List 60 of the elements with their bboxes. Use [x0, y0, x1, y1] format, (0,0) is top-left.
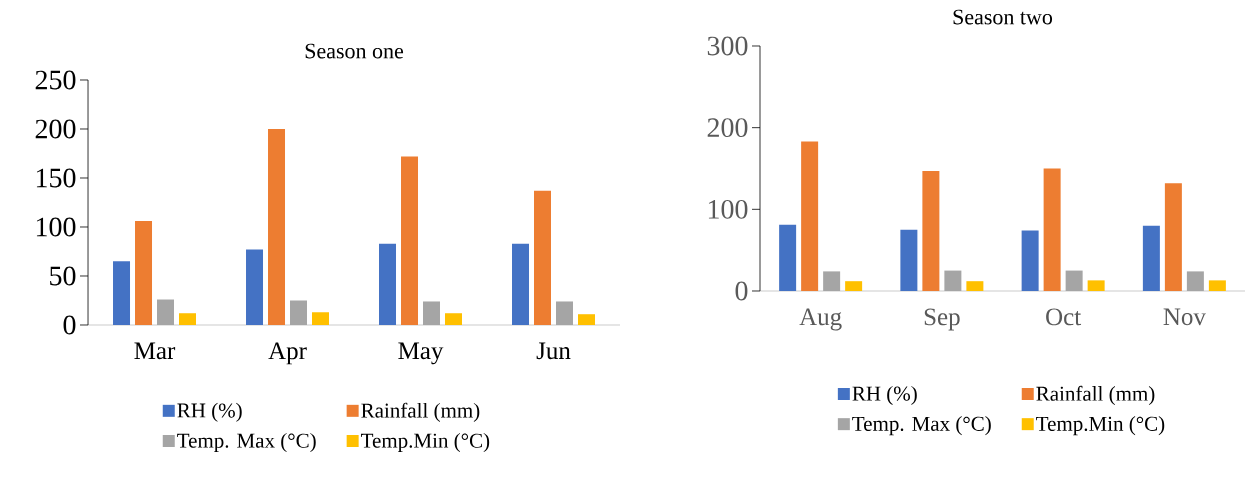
legend-label: Temp.Min (°C): [1036, 416, 1165, 436]
legend-label: Temp. Max (°C): [852, 416, 991, 436]
y-tick-label: 0: [63, 315, 76, 335]
chart-title: Season two: [953, 9, 1053, 25]
bar: [900, 229, 918, 291]
bar: [268, 128, 286, 325]
y-tick-label: 150: [36, 168, 76, 188]
bar: [246, 249, 264, 325]
y-tick-label: 100: [708, 199, 748, 219]
bar: [179, 313, 197, 325]
chart-title: Season one: [305, 43, 404, 59]
legend-label: Rainfall (mm): [361, 402, 480, 422]
bar: [423, 301, 441, 325]
x-tick-label: Mar: [134, 342, 176, 360]
bar: [556, 301, 573, 325]
y-tick-label: 250: [35, 70, 76, 90]
x-tick-label: Apr: [268, 342, 307, 365]
bar: [944, 270, 962, 291]
legend-label: Temp. Max (°C): [177, 432, 316, 453]
legend-label: RH (%): [852, 385, 917, 405]
x-tick-label: Aug: [799, 308, 842, 331]
bar: [966, 281, 984, 291]
bar: [779, 224, 797, 291]
x-tick-label: Nov: [1163, 308, 1206, 326]
bar: [113, 261, 131, 325]
bar: [1208, 280, 1226, 291]
y-tick-label: 300: [707, 36, 748, 56]
bar: [445, 313, 463, 325]
legend-label: Temp.Min (°C): [361, 432, 490, 453]
x-tick-label: Oct: [1046, 308, 1082, 326]
bar: [379, 243, 397, 325]
bar: [1087, 280, 1105, 291]
y-tick-label: 200: [707, 118, 748, 138]
bar: [401, 156, 419, 325]
bar: [845, 281, 863, 291]
bar: [823, 271, 841, 291]
legend-label: RH (%): [177, 402, 242, 422]
bar: [135, 221, 153, 325]
y-tick-label: 100: [36, 217, 76, 237]
bar: [1065, 270, 1083, 291]
bar: [578, 314, 595, 325]
x-tick-label: Sep: [924, 308, 960, 331]
bar: [922, 170, 940, 291]
bar: [1021, 230, 1039, 291]
bar: [290, 300, 308, 325]
bar: [1043, 168, 1061, 291]
y-tick-label: 200: [35, 119, 76, 139]
y-tick-label: 0: [735, 281, 748, 301]
bar: [1164, 183, 1182, 291]
bar: [1142, 225, 1160, 291]
bar: [512, 243, 529, 325]
legend-label: Rainfall (mm): [1036, 385, 1155, 406]
bar: [801, 141, 819, 291]
bar: [1186, 271, 1204, 291]
bar: [157, 299, 175, 325]
bar: [312, 312, 330, 325]
x-tick-label: Jun: [536, 342, 571, 360]
x-tick-label: May: [398, 342, 444, 365]
bar: [534, 190, 551, 325]
y-tick-label: 50: [50, 266, 76, 286]
